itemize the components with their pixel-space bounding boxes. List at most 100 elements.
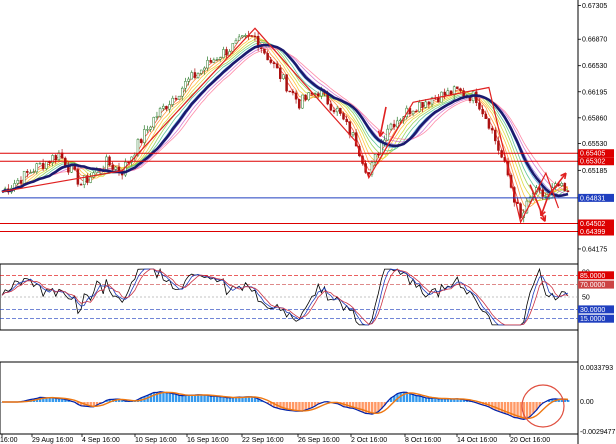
time-label: 22 Sep 16:00 xyxy=(242,437,284,444)
macd-bar xyxy=(314,402,317,407)
time-axis: 16:00 29 Aug 16:00 4 Sep 16:00 10 Sep 16:00… xyxy=(0,433,578,444)
time-label: 14 Oct 16:00 xyxy=(457,437,497,444)
macd-bar xyxy=(76,402,80,405)
time-label: 26 Sep 16:00 xyxy=(298,437,340,444)
macd-bar xyxy=(253,397,257,402)
macd-bar xyxy=(310,402,314,408)
macd-bar xyxy=(415,395,418,402)
candle-body xyxy=(260,47,263,50)
macd-bar xyxy=(538,402,541,407)
candle-body xyxy=(560,183,563,186)
macd-bar xyxy=(288,402,292,411)
level-tag-text: 0.64502 xyxy=(580,221,605,228)
macd-bar xyxy=(450,398,453,402)
candle-body xyxy=(155,116,159,118)
candle-body xyxy=(288,90,291,93)
macd-bar xyxy=(367,402,371,414)
macd-bar xyxy=(525,402,529,419)
macd-bar xyxy=(86,402,89,407)
candle-body xyxy=(174,97,178,100)
candle-body xyxy=(190,72,193,80)
candle-body xyxy=(206,60,209,69)
candle-body xyxy=(231,43,235,52)
candle-body xyxy=(490,128,494,131)
macd-bar xyxy=(190,395,194,402)
macd-bar xyxy=(361,402,364,413)
candle-body xyxy=(165,105,168,110)
candle-body xyxy=(351,132,355,136)
macd-bar xyxy=(174,394,178,402)
macd-bar xyxy=(80,402,83,406)
main-price-panel[interactable] xyxy=(0,0,578,262)
macd-bar xyxy=(418,395,421,402)
candle-body xyxy=(297,98,301,109)
price-label: 0.66195 xyxy=(582,89,607,96)
macd-bar xyxy=(424,397,428,402)
macd-bar xyxy=(519,402,522,419)
candle-body xyxy=(250,35,254,37)
level-tag xyxy=(578,157,614,166)
candle-body xyxy=(38,163,42,165)
macd-bar xyxy=(478,402,481,404)
macd-bar xyxy=(42,397,45,402)
candle-body xyxy=(544,196,548,198)
macd-bar xyxy=(165,392,168,402)
horizontal-levels[interactable] xyxy=(0,152,578,233)
macd-bar xyxy=(193,395,197,402)
macd-bar xyxy=(241,397,244,402)
macd-bar xyxy=(285,402,288,411)
macd-bar xyxy=(178,395,181,402)
rsi-level-tag-text: 30.0000 xyxy=(580,307,605,314)
candle-body xyxy=(329,103,333,111)
candle-body xyxy=(411,110,415,115)
candle-body xyxy=(541,189,544,197)
candle-body xyxy=(301,94,304,109)
time-label: 16 Sep 16:00 xyxy=(187,437,229,444)
macd-bar xyxy=(317,402,320,405)
candle-body xyxy=(152,117,156,128)
macd-bar xyxy=(421,396,424,402)
candle-body xyxy=(519,203,522,218)
candle-body xyxy=(196,73,200,78)
macd-bar xyxy=(348,402,352,408)
time-label: 8 Oct 16:00 xyxy=(405,437,441,444)
macd-bar xyxy=(532,402,535,414)
candle-body xyxy=(41,163,45,169)
candle-body xyxy=(396,120,399,128)
macd-bar xyxy=(57,398,61,402)
macd-bar xyxy=(412,394,415,402)
macd-panel[interactable]: 0.0033793 0.00 -0.0029477 xyxy=(0,361,616,436)
candle-body xyxy=(212,59,216,63)
macd-bar xyxy=(187,395,190,402)
macd-bar xyxy=(307,402,311,409)
time-label: 29 Aug 16:00 xyxy=(32,437,73,444)
candle-body xyxy=(427,101,431,105)
candle-body xyxy=(339,107,342,114)
macd-bar xyxy=(197,394,200,402)
macd-bar xyxy=(304,402,307,411)
candle-body xyxy=(209,60,212,63)
candle-body xyxy=(475,91,478,104)
macd-bar xyxy=(298,402,301,412)
macd-bar xyxy=(162,392,165,402)
candle-body xyxy=(304,94,307,100)
candle-body xyxy=(487,118,491,129)
macd-bar xyxy=(257,398,260,402)
macd-bar xyxy=(389,397,393,402)
projection-arrow xyxy=(379,106,387,137)
candle-body xyxy=(443,91,446,96)
macd-bar xyxy=(152,392,156,402)
macd-bar xyxy=(295,402,298,412)
candle-body xyxy=(478,102,481,110)
macd-bar xyxy=(108,399,111,402)
candle-body xyxy=(494,129,497,142)
macd-axis-label: 0.0033793 xyxy=(580,365,613,372)
macd-bar xyxy=(222,396,225,402)
candle-body xyxy=(203,67,206,71)
rsi-level-tag xyxy=(578,271,614,280)
macd-bar xyxy=(557,399,560,402)
candle-body xyxy=(335,107,339,113)
macd-bar xyxy=(250,396,254,402)
